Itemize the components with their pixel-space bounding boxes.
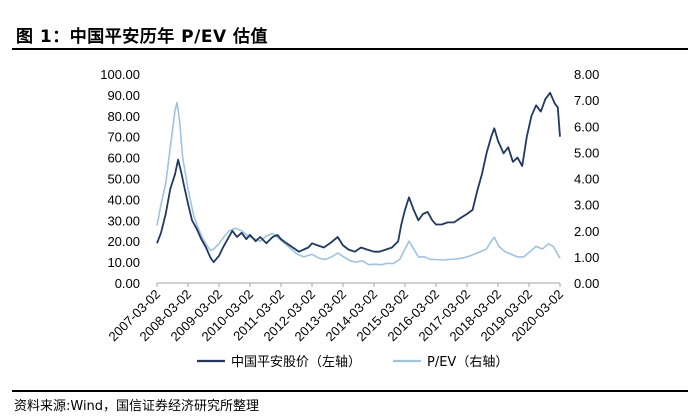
left-tick-label: 30.00 — [107, 213, 140, 228]
series-line-pev — [156, 101, 561, 266]
left-tick-label: 70.00 — [107, 130, 140, 145]
left-tick-label: 20.00 — [107, 234, 140, 249]
legend: 中国平安股价（左轴） P/EV（右轴） — [197, 355, 508, 370]
right-tick-label: 4.00 — [574, 172, 599, 187]
right-tick-label: 3.00 — [574, 198, 599, 213]
figure-title: 图 1：中国平安历年 P/EV 估值 — [16, 27, 269, 47]
right-tick-label: 1.00 — [574, 250, 599, 265]
x-axis-ticks: 2007-03-022008-03-022009-03-022010-03-02… — [105, 283, 566, 344]
left-axis-ticks: 0.00 10.00 20.00 30.00 40.00 50.00 60.00 70.00 8… — [100, 67, 140, 291]
legend-label-price: 中国平安股价（左轴） — [231, 355, 361, 370]
right-axis-ticks: 0.00 1.00 2.00 3.00 4.00 5.00 6.00 7.00 8.00 — [574, 67, 599, 291]
right-tick-label: 5.00 — [574, 145, 599, 160]
figure-title-bar: 图 1：中国平安历年 P/EV 估值 — [12, 18, 688, 50]
left-tick-label: 100.00 — [100, 67, 140, 82]
left-tick-label: 50.00 — [107, 172, 140, 187]
right-tick-label: 7.00 — [574, 93, 599, 108]
plot-area — [156, 91, 561, 284]
left-tick-label: 40.00 — [107, 192, 140, 207]
left-tick-label: 60.00 — [107, 151, 140, 166]
right-tick-label: 0.00 — [574, 276, 599, 291]
right-tick-label: 6.00 — [574, 119, 599, 134]
source-divider — [12, 390, 688, 392]
left-tick-label: 80.00 — [107, 109, 140, 124]
legend-label-pev: P/EV（右轴） — [427, 355, 508, 370]
right-tick-label: 8.00 — [574, 67, 599, 82]
left-tick-label: 10.00 — [107, 255, 140, 270]
source-note: 资料来源:Wind，国信证券经济研究所整理 — [14, 399, 260, 414]
left-tick-label: 90.00 — [107, 88, 140, 103]
series-line-price — [156, 91, 561, 263]
left-tick-label: 0.00 — [115, 276, 140, 291]
right-tick-label: 2.00 — [574, 224, 599, 239]
